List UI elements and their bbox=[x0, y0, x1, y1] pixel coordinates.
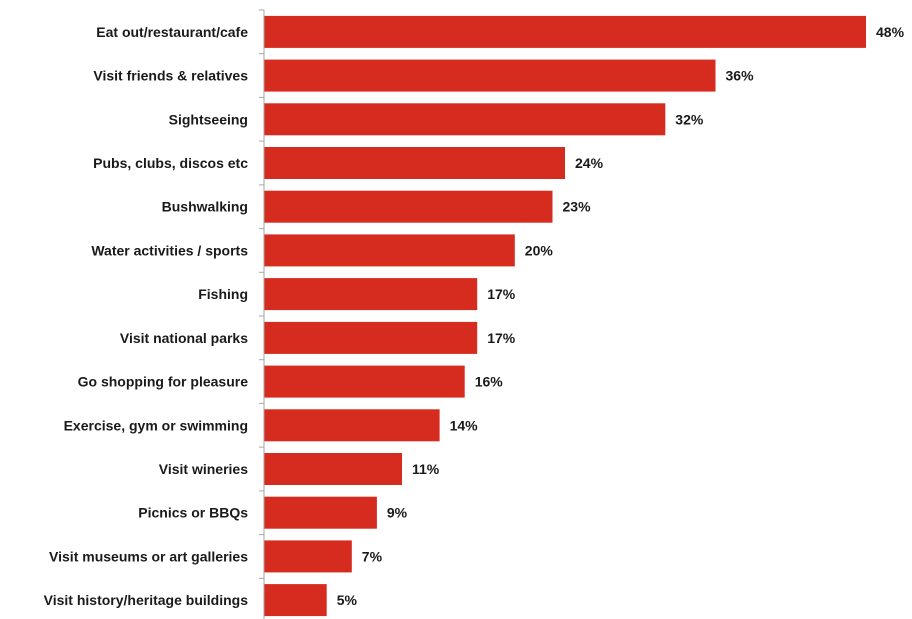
bar-visit-friends-relatives bbox=[264, 59, 716, 92]
value-label-visit-history-heritage-buildings: 5% bbox=[337, 592, 358, 608]
bar-visit-national-parks bbox=[264, 321, 478, 354]
category-labels-group: Eat out/restaurant/cafe Visit friends & r… bbox=[44, 24, 249, 608]
category-label-visit-national-parks: Visit national parks bbox=[120, 330, 248, 346]
value-label-sightseeing: 32% bbox=[675, 111, 704, 127]
value-label-visit-friends-relatives: 36% bbox=[726, 68, 755, 84]
category-label-visit-friends-relatives: Visit friends & relatives bbox=[93, 68, 248, 84]
bar-bushwalking bbox=[264, 190, 553, 223]
category-label-sightseeing: Sightseeing bbox=[169, 111, 248, 127]
bars-group bbox=[264, 15, 866, 617]
value-label-picnics-or-bbqs: 9% bbox=[387, 505, 408, 521]
value-label-water-activities-sports: 20% bbox=[525, 242, 554, 258]
value-labels-group: 48% 36% 32% 24% 23% 20% 17% 17% 16% 14% 11% 9% 7% 5% bbox=[337, 24, 905, 608]
value-label-go-shopping-for-pleasure: 16% bbox=[475, 374, 504, 390]
category-label-bushwalking: Bushwalking bbox=[162, 199, 248, 215]
bar-fishing bbox=[264, 278, 478, 311]
value-label-visit-wineries: 11% bbox=[412, 461, 440, 477]
bar-visit-museums-or-art-galleries bbox=[264, 540, 352, 573]
category-label-water-activities-sports: Water activities / sports bbox=[91, 242, 248, 258]
value-label-bushwalking: 23% bbox=[563, 199, 592, 215]
bar-visit-wineries bbox=[264, 453, 402, 485]
value-label-eat-out-restaurant-cafe: 48% bbox=[876, 24, 905, 40]
bar-go-shopping-for-pleasure bbox=[264, 365, 465, 398]
value-label-visit-national-parks: 17% bbox=[487, 330, 516, 346]
bar-pubs-clubs-discos-etc bbox=[264, 147, 565, 179]
value-label-exercise-gym-or-swimming: 14% bbox=[450, 417, 479, 433]
value-label-visit-museums-or-art-galleries: 7% bbox=[362, 548, 383, 564]
category-label-visit-museums-or-art-galleries: Visit museums or art galleries bbox=[49, 548, 248, 564]
category-label-go-shopping-for-pleasure: Go shopping for pleasure bbox=[78, 374, 249, 390]
bar-visit-history-heritage-buildings bbox=[264, 584, 327, 617]
category-label-picnics-or-bbqs: Picnics or BBQs bbox=[138, 505, 248, 521]
bar-sightseeing bbox=[264, 103, 666, 136]
category-label-fishing: Fishing bbox=[198, 286, 248, 302]
bar-water-activities-sports bbox=[264, 234, 515, 267]
value-label-pubs-clubs-discos-etc: 24% bbox=[575, 155, 604, 171]
bar-eat-out-restaurant-cafe bbox=[264, 15, 866, 48]
bar-exercise-gym-or-swimming bbox=[264, 409, 440, 442]
category-label-visit-history-heritage-buildings: Visit history/heritage buildings bbox=[44, 592, 249, 608]
bar-picnics-or-bbqs bbox=[264, 496, 377, 529]
category-label-exercise-gym-or-swimming: Exercise, gym or swimming bbox=[64, 417, 248, 433]
category-label-visit-wineries: Visit wineries bbox=[159, 461, 248, 477]
value-label-fishing: 17% bbox=[487, 286, 516, 302]
category-label-pubs-clubs-discos-etc: Pubs, clubs, discos etc bbox=[93, 155, 248, 171]
y-axis bbox=[259, 9, 265, 619]
category-label-eat-out-restaurant-cafe: Eat out/restaurant/cafe bbox=[96, 24, 248, 40]
